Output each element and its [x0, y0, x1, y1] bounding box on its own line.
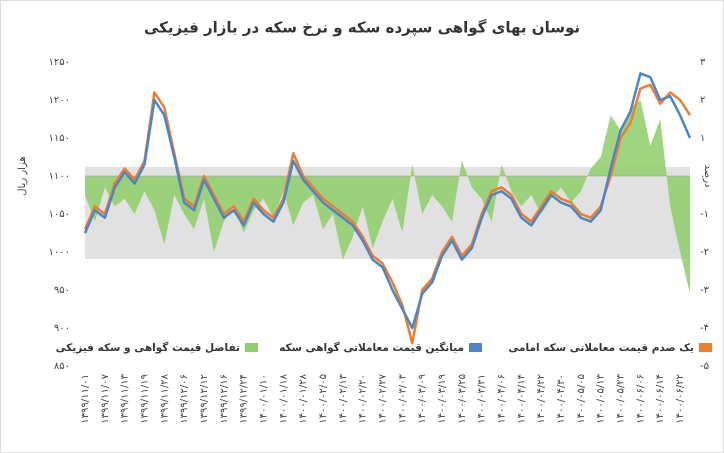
x-tick-label: ۱۴۰۰/۰۵/۱۳ — [596, 373, 607, 423]
x-tick-label: ۱۴۰۰/۰۲/۱۳ — [338, 373, 349, 423]
x-tick-label: ۱۴۰۰/۰۶/۲۲ — [675, 374, 686, 424]
chart-title: نوسان بهای گواهی سپرده سکه و نرخ سکه در … — [144, 19, 580, 38]
y2-tick-label: -۳ — [700, 285, 710, 296]
x-tick-label: ۱۳۹۹/۱۱/۱۳ — [120, 373, 131, 423]
y-tick-label: ۱۰۰۰ — [49, 247, 70, 258]
y2-tick-label: ۱ — [700, 133, 705, 144]
y-tick-label: ۹۵۰ — [54, 285, 70, 296]
y2-tick-label: -۱ — [700, 209, 709, 220]
x-tick-label: ۱۴۰۰/۰۱/۲۸ — [298, 373, 309, 423]
x-tick-label: ۱۴۰۰/۰۳/۲۵ — [457, 374, 468, 424]
x-tick-label: ۱۴۰۰/۰۴/۰۶ — [497, 374, 508, 424]
y2-tick-label: -۴ — [700, 323, 709, 334]
x-tick-label: ۱۳۹۹/۱۲/۱۲ — [199, 374, 210, 424]
x-tick-label: ۱۳۹۹/۱۱/۲۸ — [159, 373, 170, 423]
y-tick-label: ۸۵۰ — [54, 361, 70, 372]
x-tick-label: ۱۳۹۹/۱۱/۰۱ — [80, 374, 91, 424]
x-tick-label: ۱۴۰۰/۰۵/۰۵ — [576, 374, 587, 424]
x-tick-label: ۱۳۹۹/۱۱/۰۷ — [100, 373, 111, 423]
x-tick-label: ۱۴۰۰/۰۲/۲۰ — [358, 374, 369, 424]
x-tick-label: ۱۳۹۹/۱۲/۰۶ — [179, 374, 190, 424]
x-tick-label: ۱۳۹۹/۱۲/۱۶ — [219, 374, 230, 424]
x-tick-label: ۱۴۰۰/۰۴/۲۲ — [536, 374, 547, 424]
x-tick-label: ۱۴۰۰/۰۳/۰۳ — [397, 373, 408, 423]
y2-tick-label: -۵ — [700, 361, 709, 372]
price-line — [83, 83, 692, 345]
y2-axis-label: درصد — [702, 164, 713, 187]
y-tick-label: ۹۰۰ — [54, 323, 70, 334]
legend-label: میانگین قیمت معاملاتی گواهی سکه — [279, 341, 464, 354]
x-tick-label: ۱۴۰۰/۰۱/۱۰ — [259, 374, 270, 424]
y-axis-label: هزار ریال — [17, 156, 28, 196]
x-tick-label: ۱۴۰۰/۰۲/۲۷ — [378, 373, 389, 423]
legend-swatch — [469, 343, 482, 352]
y-tick-label: ۱۲۵۰ — [49, 57, 70, 68]
legend-swatch — [699, 343, 712, 352]
x-tick-label: ۱۴۰۰/۰۵/۲۳ — [616, 373, 627, 423]
x-tick-label: ۱۴۰۰/۰۶/۱۴ — [655, 374, 666, 424]
y2-tick-label: ۰ — [700, 171, 705, 182]
x-tick-label: ۱۴۰۰/۰۲/۰۵ — [318, 374, 329, 424]
x-tick-label: ۱۳۹۹/۱۱/۱۹ — [140, 374, 151, 424]
x-tick-label: ۱۴۰۰/۰۴/۳۰ — [556, 374, 567, 424]
y2-tick-label: ۳ — [700, 57, 706, 68]
x-tick-label: ۱۴۰۰/۰۳/۳۱ — [477, 374, 488, 424]
x-tick-label: ۱۴۰۰/۰۳/۰۹ — [417, 374, 428, 424]
y-tick-label: ۱۲۰۰ — [49, 95, 70, 106]
x-tick-label: ۱۳۹۹/۱۲/۲۴ — [239, 374, 250, 424]
difference-area — [85, 100, 690, 294]
y-tick-label: ۱۰۵۰ — [49, 209, 70, 220]
y2-tick-label: -۲ — [700, 247, 709, 258]
y-tick-label: ۱۱۵۰ — [49, 133, 70, 144]
y2-tick-label: ۲ — [700, 95, 705, 106]
x-tick-label: ۱۴۰۰/۰۴/۱۴ — [516, 374, 527, 424]
x-tick-label: ۱۴۰۰/۰۶/۰۶ — [635, 374, 646, 424]
y-tick-label: ۱۱۰۰ — [49, 171, 70, 182]
x-tick-label: ۱۴۰۰/۰۳/۱۹ — [437, 374, 448, 424]
price-line — [83, 72, 692, 330]
x-tick-label: ۱۴۰۰/۰۱/۱۸ — [278, 373, 289, 423]
legend-label: تفاضل قیمت گواهی و سکه فیزیکی — [56, 341, 240, 354]
legend-swatch — [245, 343, 258, 352]
legend-label: یک صدم قیمت معاملاتی سکه امامی — [508, 342, 694, 354]
